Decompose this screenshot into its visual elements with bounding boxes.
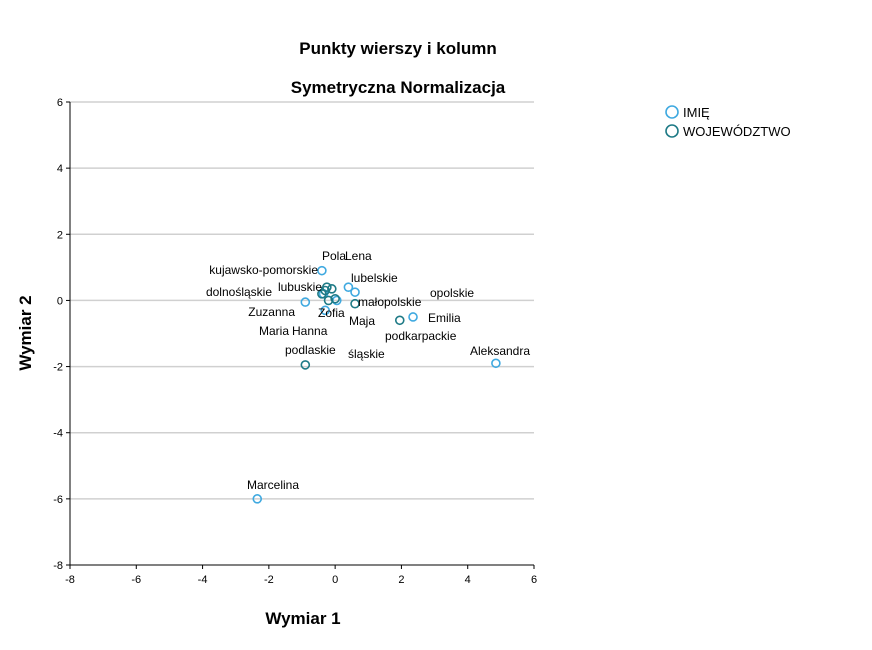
y-axis-title: Wymiar 2: [16, 295, 35, 370]
scatter-point: [300, 297, 311, 307]
scatter-point: [320, 305, 331, 316]
chart-subtitle: Symetryczna Normalizacja: [291, 78, 506, 97]
scatter-point: [317, 265, 327, 276]
scatter-point: [320, 285, 331, 296]
scatter-point: [350, 287, 360, 297]
y-tick-label: 2: [57, 229, 63, 241]
y-tick-label: 0: [57, 295, 63, 307]
legend-label-imie: IMIĘ: [683, 105, 710, 120]
legend: IMIĘ WOJEWÓDZTWO: [665, 105, 791, 139]
data-points: [252, 265, 501, 504]
point-label: Emilia: [428, 311, 461, 325]
x-tick-label: 4: [465, 574, 471, 586]
y-tick-label: 6: [57, 97, 63, 109]
x-tick-label: -2: [264, 574, 274, 586]
y-tick-label: 4: [57, 163, 63, 175]
point-label: śląskie: [348, 347, 385, 361]
scatter-point: [330, 293, 340, 304]
scatter-point: [408, 312, 418, 322]
x-tick-label: 2: [398, 574, 404, 586]
scatter-point: [491, 358, 501, 369]
point-label: Pola: [322, 249, 346, 263]
legend-marker-wojewodztwo: [665, 124, 679, 138]
y-tick-label: -8: [53, 560, 63, 572]
point-label: Hanna: [292, 324, 328, 338]
axes: [66, 101, 535, 569]
scatter-point: [350, 298, 360, 309]
point-label: Zofia: [318, 306, 345, 320]
point-label: lubuskie: [278, 280, 322, 294]
point-label: Zuzanna: [248, 305, 295, 319]
point-label: Aleksandra: [470, 344, 530, 358]
x-axis-title: Wymiar 1: [265, 609, 340, 628]
x-tick-label: -6: [131, 574, 141, 586]
point-label: małopolskie: [358, 295, 422, 309]
point-label: podkarpackie: [385, 329, 457, 343]
tick-labels: 6 4 2 0 -2 -4 -6 -8-8 -6 -4 -2 0 2 4 6: [53, 97, 537, 586]
scatter-point: [343, 282, 354, 293]
point-label: Marcelina: [247, 478, 299, 492]
point-label: opolskie: [430, 286, 474, 300]
point-label: dolnośląskie: [206, 285, 272, 299]
x-tick-label: 6: [531, 574, 537, 586]
scatter-point: [394, 315, 405, 326]
chart-title: Punkty wierszy i kolumn: [299, 39, 496, 58]
y-tick-label: -6: [53, 494, 63, 506]
point-label: Lena: [345, 249, 372, 263]
point-label: Maja: [349, 314, 375, 328]
point-label: kujawsko-pomorskie: [209, 263, 318, 277]
legend-label-wojewodztwo: WOJEWÓDZTWO: [683, 124, 791, 139]
point-label: Maria: [259, 324, 289, 338]
y-tick-label: -4: [53, 428, 63, 440]
scatter-point: [323, 295, 334, 306]
legend-marker-imie: [665, 105, 679, 119]
x-tick-label: -4: [198, 574, 208, 586]
scatter-point: [327, 284, 337, 294]
scatter-point: [300, 360, 311, 370]
x-tick-label: -8: [65, 574, 75, 586]
scatter-point: [252, 494, 263, 504]
y-tick-label: -2: [53, 362, 63, 374]
point-label: podlaskie: [285, 343, 336, 357]
point-label: lubelskie: [351, 271, 398, 285]
x-tick-label: 0: [332, 574, 338, 586]
